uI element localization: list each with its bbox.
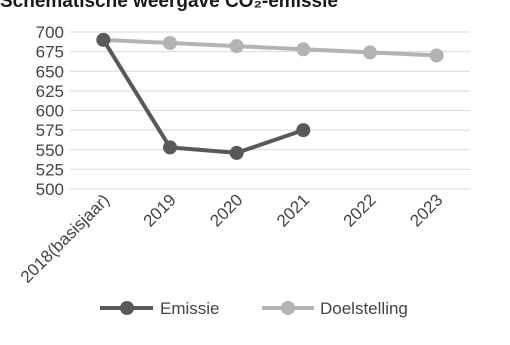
y-tick-label: 500 [36,180,64,199]
x-tick-label: 2021 [273,190,313,230]
x-tick-label: 2020 [206,190,246,230]
y-tick-label: 525 [36,160,64,179]
chart-title: Schematische weergave CO₂-emissie [0,0,338,12]
y-tick-label: 700 [36,23,64,42]
legend-label-doelstelling: Doelstelling [320,299,408,318]
gridlines [70,31,470,190]
y-tick-label: 550 [36,141,64,160]
x-tick-label: 2023 [406,190,446,230]
data-point-emissie [229,145,244,160]
x-tick-label: 2018(basisjaar) [17,190,113,286]
y-tick-label: 600 [36,102,64,121]
x-tick-label: 2019 [140,190,180,230]
y-tick-label: 575 [36,121,64,140]
legend: Emissie Doelstelling [100,299,408,318]
x-tick-label: 2022 [340,190,380,230]
series-line-doelstelling [103,37,437,58]
data-point-doelstelling [296,42,311,57]
legend-swatch-marker-doelstelling [281,301,295,315]
data-point-doelstelling [163,35,177,50]
data-point-doelstelling [229,39,244,54]
series-line-emissie [101,38,304,155]
data-point-emissie [163,140,177,155]
x-axis-tick-labels: 2018(basisjaar) 2019 2020 2021 2022 2023 [17,190,447,286]
y-tick-label: 650 [36,62,64,81]
data-point-doelstelling [429,48,444,63]
legend-swatch-marker-emissie [120,301,134,315]
y-tick-label: 625 [36,82,64,101]
legend-label-emissie: Emissie [160,299,220,318]
data-point-doelstelling [363,45,377,60]
y-tick-label: 675 [36,43,64,62]
data-point-emissie [296,123,311,138]
series-lines [96,32,444,160]
data-point-emissie [96,32,111,47]
